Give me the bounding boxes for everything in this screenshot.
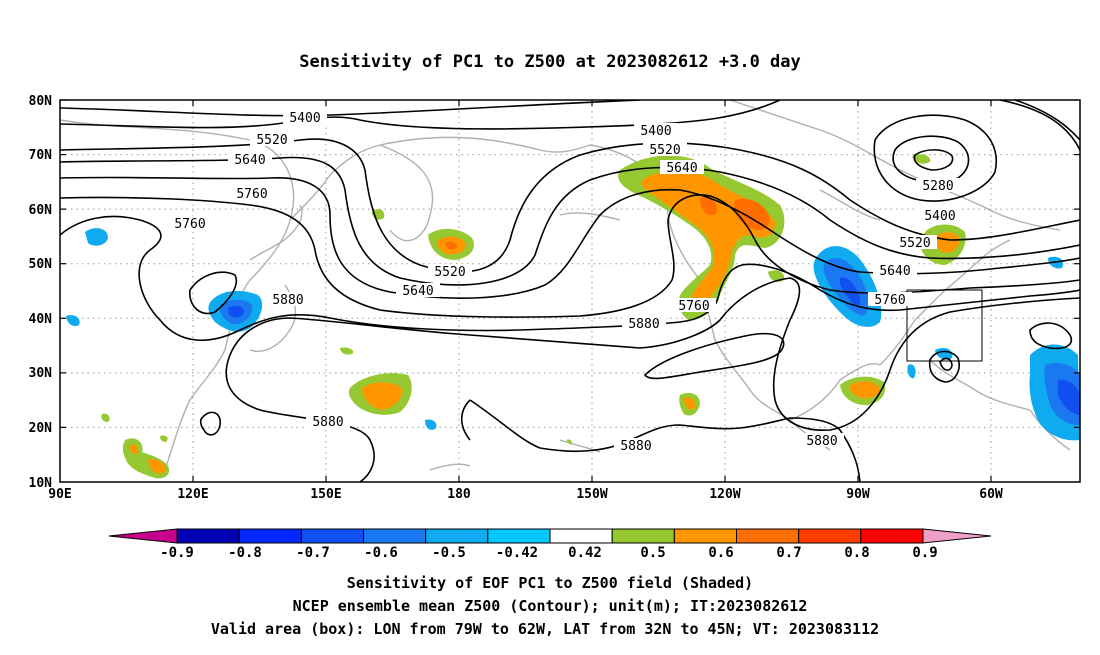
- colorbar-tick-label: -0.9: [160, 545, 194, 561]
- caption-line-1: Sensitivity of EOF PC1 to Z500 field (Sh…: [347, 574, 753, 592]
- lat-label: 30N: [29, 366, 53, 381]
- colorbar-segment: [300, 528, 365, 544]
- contour-label: 5640: [234, 153, 265, 168]
- lon-label: 120W: [709, 487, 740, 502]
- colorbar-segment: [176, 528, 240, 544]
- contour-label: 5400: [640, 124, 671, 139]
- colorbar-tick-label: 0.9: [912, 545, 937, 561]
- lat-label: 80N: [29, 94, 53, 109]
- latitude-labels: 80N 70N 60N 50N 40N 30N 20N 10N: [29, 94, 53, 491]
- contour-label: 5760: [174, 217, 205, 232]
- contour-label: 5640: [879, 264, 910, 279]
- colorbar-high-arrow: [922, 528, 992, 544]
- colorbar-tick-label: -0.8: [228, 545, 262, 561]
- lat-label: 70N: [29, 148, 53, 163]
- lat-label: 20N: [29, 421, 53, 436]
- colorbar-ticks: -0.9 -0.8 -0.7 -0.6 -0.5 -0.42 0.42 0.5 …: [160, 545, 938, 561]
- lon-label: 150W: [576, 487, 607, 502]
- contour-label: 5520: [434, 265, 465, 280]
- colorbar-segment: [798, 528, 862, 544]
- contour-label: 5880: [628, 317, 659, 332]
- colorbar-tick-label: -0.7: [296, 545, 330, 561]
- contour-labels: 5400 5520 5640 5760 5760 5880 5400 5520 …: [168, 110, 962, 454]
- colorbar: [108, 528, 992, 544]
- lon-label: 60W: [979, 487, 1003, 502]
- contour-label: 5640: [402, 284, 433, 299]
- contour-label: 5760: [874, 293, 905, 308]
- contour-label: 5640: [666, 161, 697, 176]
- colorbar-segment: [673, 528, 737, 544]
- colorbar-tick-label: -0.6: [364, 545, 398, 561]
- lat-label: 60N: [29, 203, 53, 218]
- colorbar-segment: [860, 528, 924, 544]
- contour-label: 5520: [649, 143, 680, 158]
- colorbar-tick-label: 0.6: [708, 545, 733, 561]
- lat-label: 40N: [29, 312, 53, 327]
- colorbar-tick-label: 0.42: [568, 545, 602, 561]
- colorbar-segment: [611, 528, 675, 544]
- colorbar-segment: [549, 528, 613, 544]
- lon-label: 90E: [48, 487, 71, 502]
- colorbar-segment: [487, 528, 551, 544]
- axis-ticks: [60, 99, 1080, 482]
- colorbar-tick-label: 0.7: [776, 545, 801, 561]
- colorbar-segment: [736, 528, 800, 544]
- map-area: 5400 5520 5640 5760 5760 5880 5400 5520 …: [60, 100, 1080, 482]
- figure-title: Sensitivity of PC1 to Z500 at 2023082612…: [299, 52, 801, 72]
- lon-label: 150E: [310, 487, 341, 502]
- colorbar-segment: [425, 528, 489, 544]
- caption-line-3: Valid area (box): LON from 79W to 62W, L…: [211, 620, 879, 638]
- colorbar-segment: [363, 528, 427, 544]
- contour-label: 5400: [289, 111, 320, 126]
- contour-label: 5880: [272, 293, 303, 308]
- lon-label: 90W: [846, 487, 870, 502]
- colorbar-tick-label: -0.42: [496, 545, 538, 561]
- captions: Sensitivity of EOF PC1 to Z500 field (Sh…: [211, 574, 879, 638]
- contour-label: 5520: [899, 236, 930, 251]
- lat-label: 50N: [29, 257, 53, 272]
- caption-line-2: NCEP ensemble mean Z500 (Contour); unit(…: [293, 597, 808, 615]
- longitude-labels: 90E 120E 150E 180 150W 120W 90W 60W: [48, 487, 1003, 502]
- z500-contours: [60, 100, 1080, 482]
- colorbar-tick-label: 0.8: [844, 545, 869, 561]
- contour-label: 5760: [678, 299, 709, 314]
- contour-label: 5400: [924, 209, 955, 224]
- contour-label: 5880: [312, 415, 343, 430]
- lon-label: 120E: [177, 487, 208, 502]
- lon-label: 180: [447, 487, 471, 502]
- map-frame: [59, 99, 1081, 483]
- colorbar-tick-label: 0.5: [640, 545, 665, 561]
- contour-label: 5280: [922, 179, 953, 194]
- contour-label: 5880: [620, 439, 651, 454]
- colorbar-low-arrow: [108, 528, 178, 544]
- lat-label: 10N: [29, 476, 53, 491]
- colorbar-segment: [238, 528, 302, 544]
- contour-label: 5760: [236, 187, 267, 202]
- valid-area-box: [906, 289, 983, 362]
- colorbar-tick-label: -0.5: [432, 545, 466, 561]
- contour-label: 5520: [256, 133, 287, 148]
- contour-label: 5880: [806, 434, 837, 449]
